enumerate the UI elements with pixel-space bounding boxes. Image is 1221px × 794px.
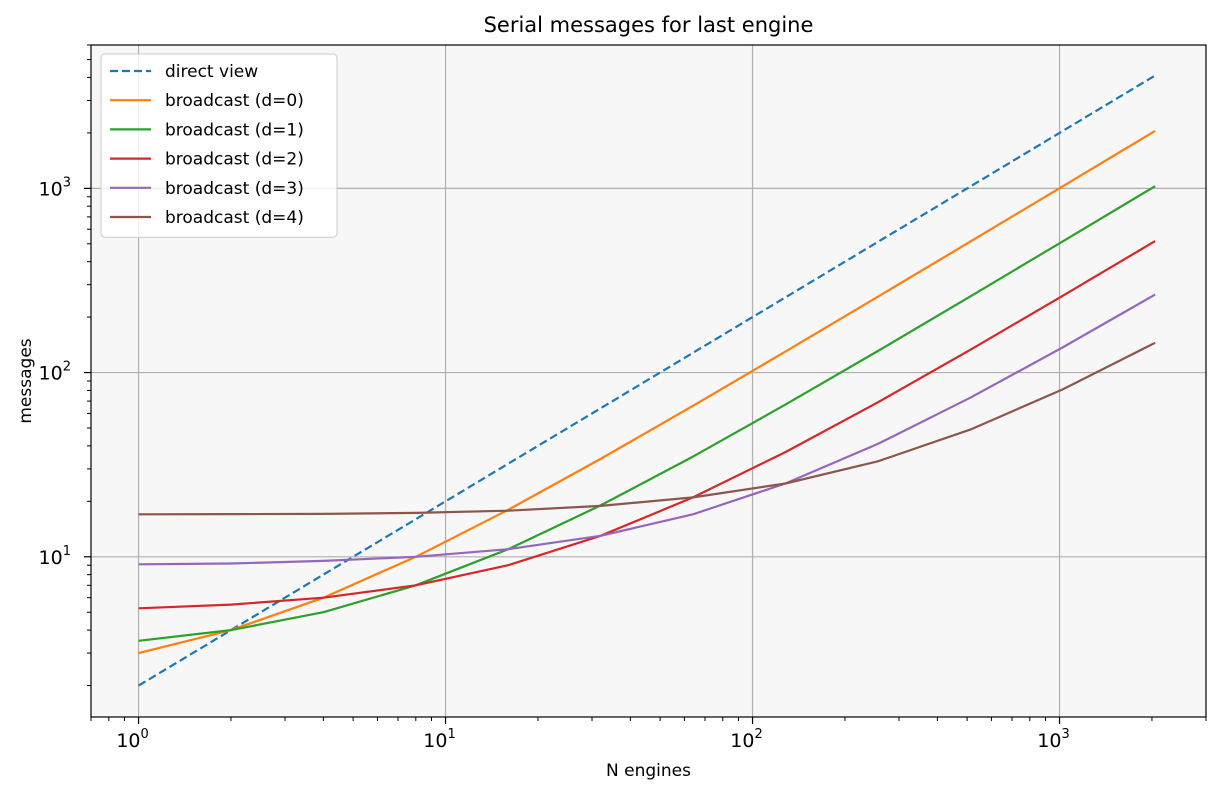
series-line-3 — [138, 240, 1156, 610]
series-line-1 — [138, 129, 1156, 655]
series-line-2 — [138, 185, 1156, 642]
x-tick-label: 102 — [730, 727, 762, 752]
y-tick-label: 101 — [39, 544, 71, 569]
y-tick-label: 102 — [39, 360, 71, 385]
series-line-0 — [138, 74, 1156, 687]
legend-entry: broadcast (d=0) — [165, 91, 304, 111]
x-axis-label: N engines — [606, 761, 691, 781]
series-line-4 — [138, 293, 1156, 566]
plot-frame — [90, 44, 1207, 718]
legend-entry: broadcast (d=1) — [165, 120, 304, 140]
series-layer — [138, 74, 1156, 687]
y-axis: 101 102 103 — [39, 175, 91, 569]
legend-box — [100, 53, 338, 238]
legend-entry: broadcast (d=2) — [165, 150, 304, 170]
series-line-5 — [138, 341, 1156, 516]
x-tick-label: 103 — [1037, 727, 1069, 752]
chart-title: Serial messages for last engine — [484, 13, 814, 37]
legend-entry: direct view — [165, 62, 258, 82]
y-axis-label: messages — [16, 338, 36, 423]
minor-ticks — [87, 44, 1207, 721]
legend-entry: broadcast (d=4) — [165, 208, 304, 228]
x-axis: 100 101 102 103 — [116, 717, 1070, 752]
x-tick-label: 101 — [423, 727, 455, 752]
legend: direct view broadcast (d=0) broadcast (d=1… — [100, 53, 338, 238]
legend-entry: broadcast (d=3) — [165, 179, 304, 199]
y-tick-label: 103 — [39, 175, 71, 200]
x-tick-label: 100 — [116, 727, 148, 752]
